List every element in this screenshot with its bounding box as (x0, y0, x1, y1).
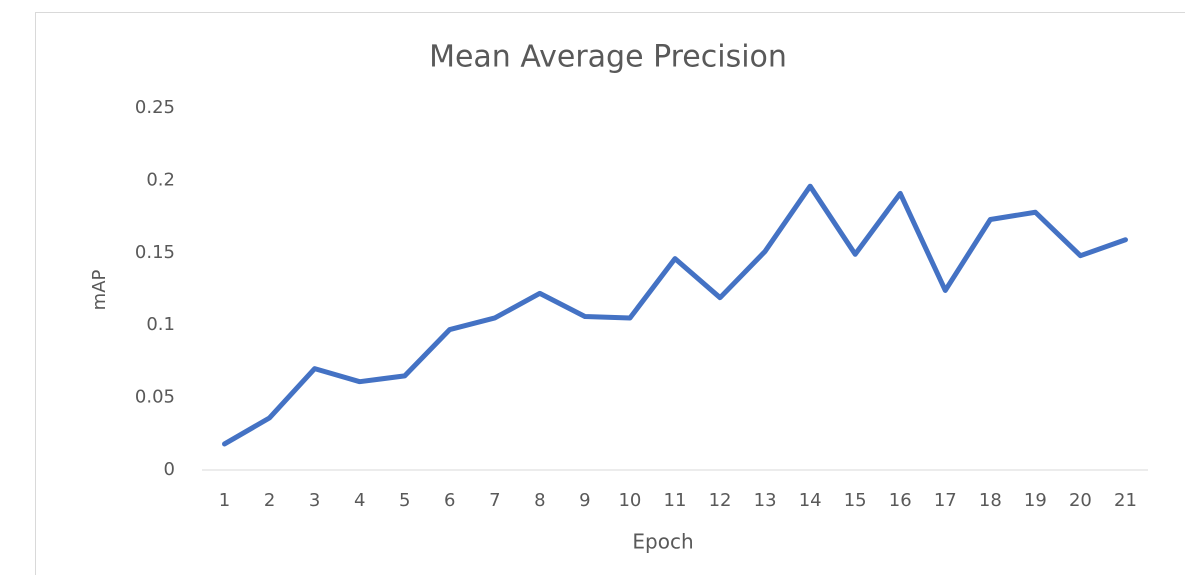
x-tick-label: 7 (489, 490, 500, 511)
x-tick-label: 18 (979, 490, 1002, 511)
x-tick-label: 14 (799, 490, 822, 511)
y-tick-label: 0.1 (146, 314, 175, 335)
y-tick-label: 0.2 (146, 169, 175, 190)
x-tick-label: 16 (889, 490, 912, 511)
x-tick-label: 9 (579, 490, 590, 511)
x-tick-label: 1 (219, 490, 230, 511)
x-tick-label: 11 (664, 490, 687, 511)
y-tick-label: 0 (164, 459, 175, 480)
x-tick-label: 20 (1069, 490, 1092, 511)
x-tick-label: 12 (709, 490, 732, 511)
x-tick-label: 10 (618, 490, 641, 511)
x-tick-label: 13 (754, 490, 777, 511)
x-tick-label: 2 (264, 490, 275, 511)
x-tick-label: 8 (534, 490, 545, 511)
x-tick-label: 15 (844, 490, 867, 511)
x-tick-label: 5 (399, 490, 410, 511)
y-axis-label: mAP (89, 270, 110, 311)
y-tick-label: 0.05 (135, 387, 175, 408)
x-tick-label: 17 (934, 490, 957, 511)
x-axis-label: Epoch (632, 530, 693, 554)
chart-title: Mean Average Precision (429, 40, 787, 75)
x-tick-label: 6 (444, 490, 455, 511)
y-tick-label: 0.25 (135, 97, 175, 118)
x-tick-label: 19 (1024, 490, 1047, 511)
x-tick-label: 4 (354, 490, 365, 511)
data-line (222, 183, 1128, 447)
x-tick-label: 3 (309, 490, 320, 511)
y-tick-label: 0.15 (135, 242, 175, 263)
chart-border (35, 12, 1185, 575)
x-tick-label: 21 (1114, 490, 1137, 511)
